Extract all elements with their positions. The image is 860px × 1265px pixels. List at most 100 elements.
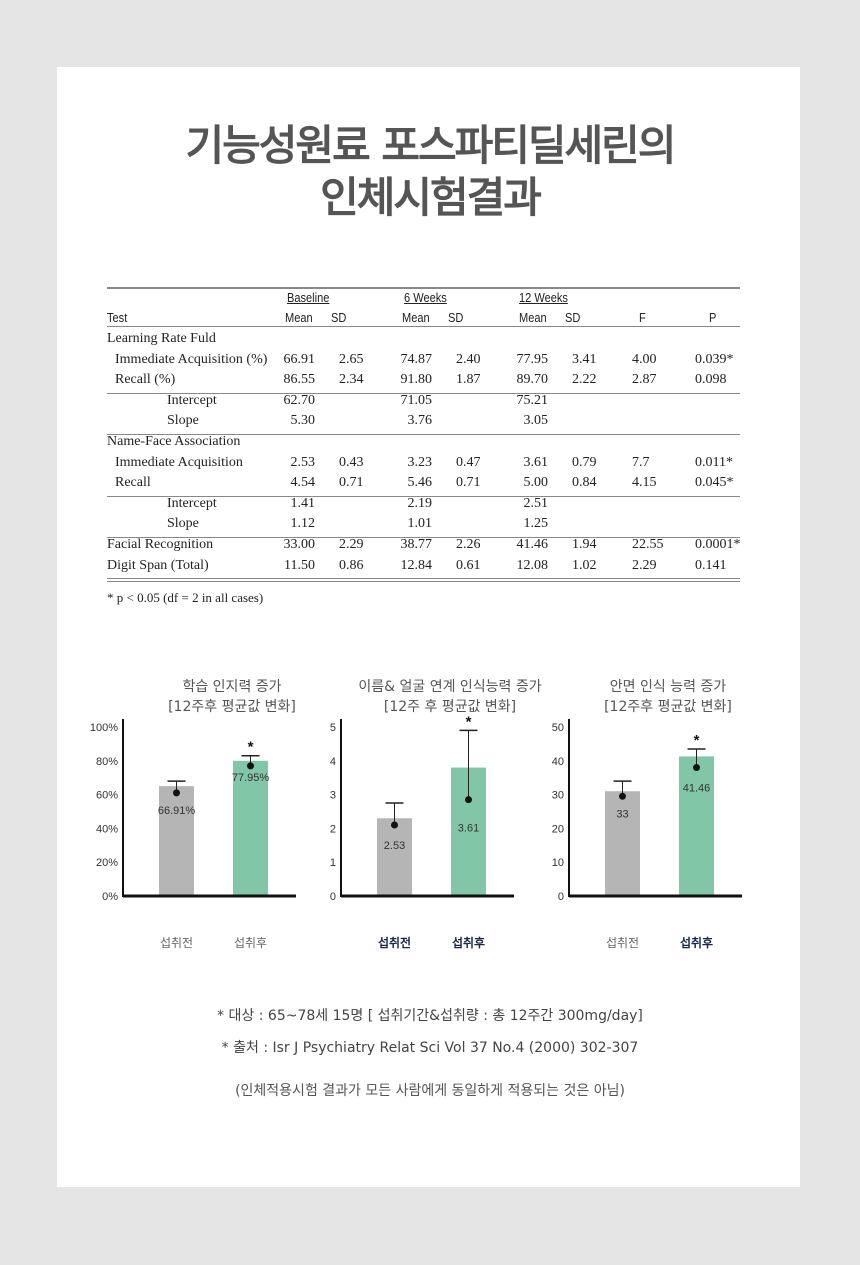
table-cell: 5.00 xyxy=(523,475,549,491)
x-category-label: 섭취전 xyxy=(606,936,639,950)
page-title: 기능성원료 포스파티딜세린의 xyxy=(185,121,677,170)
table-row-label: Digit Span (Total) xyxy=(107,557,209,573)
x-category-label: 섭취후 xyxy=(234,936,267,950)
bar-before xyxy=(159,786,194,896)
y-tick-label: 0% xyxy=(102,891,118,903)
table-cell: 0.098 xyxy=(695,372,727,388)
chart-title: 학습 인지력 증가 xyxy=(182,679,282,695)
table-cell: 66.91 xyxy=(283,351,316,367)
table-cell: 41.46 xyxy=(516,537,549,552)
table-cell: 2.26 xyxy=(456,537,481,552)
table-row-label: Facial Recognition xyxy=(107,537,214,552)
mean-point xyxy=(391,821,398,829)
table-cell: 4.15 xyxy=(632,475,657,491)
table-row-label: Immediate Acquisition (%) xyxy=(115,351,268,367)
x-category-label: 섭취후 xyxy=(452,935,485,950)
table-rule xyxy=(107,326,740,327)
y-tick-label: 4 xyxy=(330,756,336,768)
y-tick-label: 50 xyxy=(552,722,564,734)
bar-after xyxy=(679,756,714,896)
data-label: 2.53 xyxy=(384,840,405,852)
table-row-label: Recall (%) xyxy=(115,372,176,388)
table-cell: 7.7 xyxy=(632,454,650,470)
table-rule xyxy=(107,496,740,498)
bar-after xyxy=(233,760,268,896)
table-rule xyxy=(107,578,740,579)
table-footnote: * p < 0.05 (df = 2 in all cases) xyxy=(107,590,264,605)
mean-point xyxy=(619,792,626,800)
y-tick-label: 2 xyxy=(330,823,336,835)
table-cell: 62.70 xyxy=(283,392,316,408)
table-cell: 3.05 xyxy=(523,413,549,429)
column-header: SD xyxy=(331,310,347,325)
data-label: 3.61 xyxy=(458,823,479,835)
y-tick-label: 60% xyxy=(96,790,118,802)
table-cell: 3.76 xyxy=(407,413,433,429)
bar-before xyxy=(377,818,412,896)
x-category-label: 섭취전 xyxy=(378,935,411,950)
y-tick-label: 40% xyxy=(96,823,118,835)
results-table: Baseline 6 Weeks 12 Weeks Test Mean SD Mean SD M… xyxy=(107,285,741,605)
table-cell: 0.86 xyxy=(339,557,364,573)
table-cell: 2.65 xyxy=(339,351,364,367)
table-cell: 3.61 xyxy=(523,454,549,470)
table-cell: 2.29 xyxy=(339,537,364,552)
mean-point xyxy=(465,796,472,804)
table-row-label: Recall xyxy=(115,475,151,491)
mean-point xyxy=(693,764,700,772)
table-cell: 1.41 xyxy=(290,495,316,511)
mean-point xyxy=(247,762,254,770)
table-rule xyxy=(107,537,740,539)
table-row-label: Learning Rate Fuld xyxy=(107,331,216,346)
significance-mark: * xyxy=(466,713,472,730)
table-cell: 0.0001* xyxy=(695,537,741,552)
table-row-label: Immediate Acquisition xyxy=(115,454,243,470)
table-row-label: Slope xyxy=(167,413,199,429)
data-label: 66.91% xyxy=(158,805,196,817)
table-cell: 4.54 xyxy=(290,475,316,491)
table-cell: 12.84 xyxy=(400,557,433,573)
table-cell: 0.71 xyxy=(339,475,364,491)
table-cell: 86.55 xyxy=(283,372,316,388)
y-tick-label: 10 xyxy=(552,857,564,869)
table-cell: 5.46 xyxy=(407,475,433,491)
column-header: Mean xyxy=(285,310,313,325)
chart-subtitle: [12주후 평균값 변화] xyxy=(168,699,296,715)
column-header: SD xyxy=(448,310,464,325)
table-cell: 0.011* xyxy=(695,454,733,470)
table-cell: 0.84 xyxy=(572,475,597,491)
y-tick-label: 5 xyxy=(330,722,336,734)
footnote-disclaimer: (인체적용시험 결과가 모든 사람에게 동일하게 적용되는 것은 아님) xyxy=(235,1083,625,1099)
x-category-label: 섭취후 xyxy=(680,935,713,950)
table-row-label: Name-Face Association xyxy=(107,434,241,449)
column-header: SD xyxy=(565,310,581,325)
y-tick-label: 30 xyxy=(552,790,564,802)
table-cell: 1.01 xyxy=(407,516,433,532)
column-header: Test xyxy=(107,310,128,325)
table-cell: 1.87 xyxy=(456,372,481,388)
y-tick-label: 40 xyxy=(552,756,564,768)
significance-mark: * xyxy=(694,732,700,749)
table-cell: 3.41 xyxy=(572,351,597,367)
table-cell: 74.87 xyxy=(400,351,433,367)
y-tick-label: 100% xyxy=(90,722,118,734)
column-header: Mean xyxy=(519,310,547,325)
column-group-header: Baseline xyxy=(287,290,330,305)
y-tick-label: 20% xyxy=(96,857,118,869)
table-row-label: Intercept xyxy=(167,495,217,511)
data-label: 41.46 xyxy=(683,783,711,795)
table-cell: 91.80 xyxy=(400,372,433,388)
chart-title: 안면 인식 능력 증가 xyxy=(609,679,727,695)
table-cell: 2.22 xyxy=(572,372,597,388)
table-cell: 0.43 xyxy=(339,454,364,470)
column-header: F xyxy=(639,310,646,325)
table-cell: 75.21 xyxy=(516,392,549,408)
table-rule xyxy=(107,434,740,436)
table-cell: 77.95 xyxy=(516,351,549,367)
table-rule xyxy=(107,393,740,395)
table-cell: 0.47 xyxy=(456,454,481,470)
chart-subtitle: [12주 후 평균값 변화] xyxy=(383,699,517,715)
y-tick-label: 20 xyxy=(552,823,564,835)
table-cell: 2.34 xyxy=(339,372,364,388)
